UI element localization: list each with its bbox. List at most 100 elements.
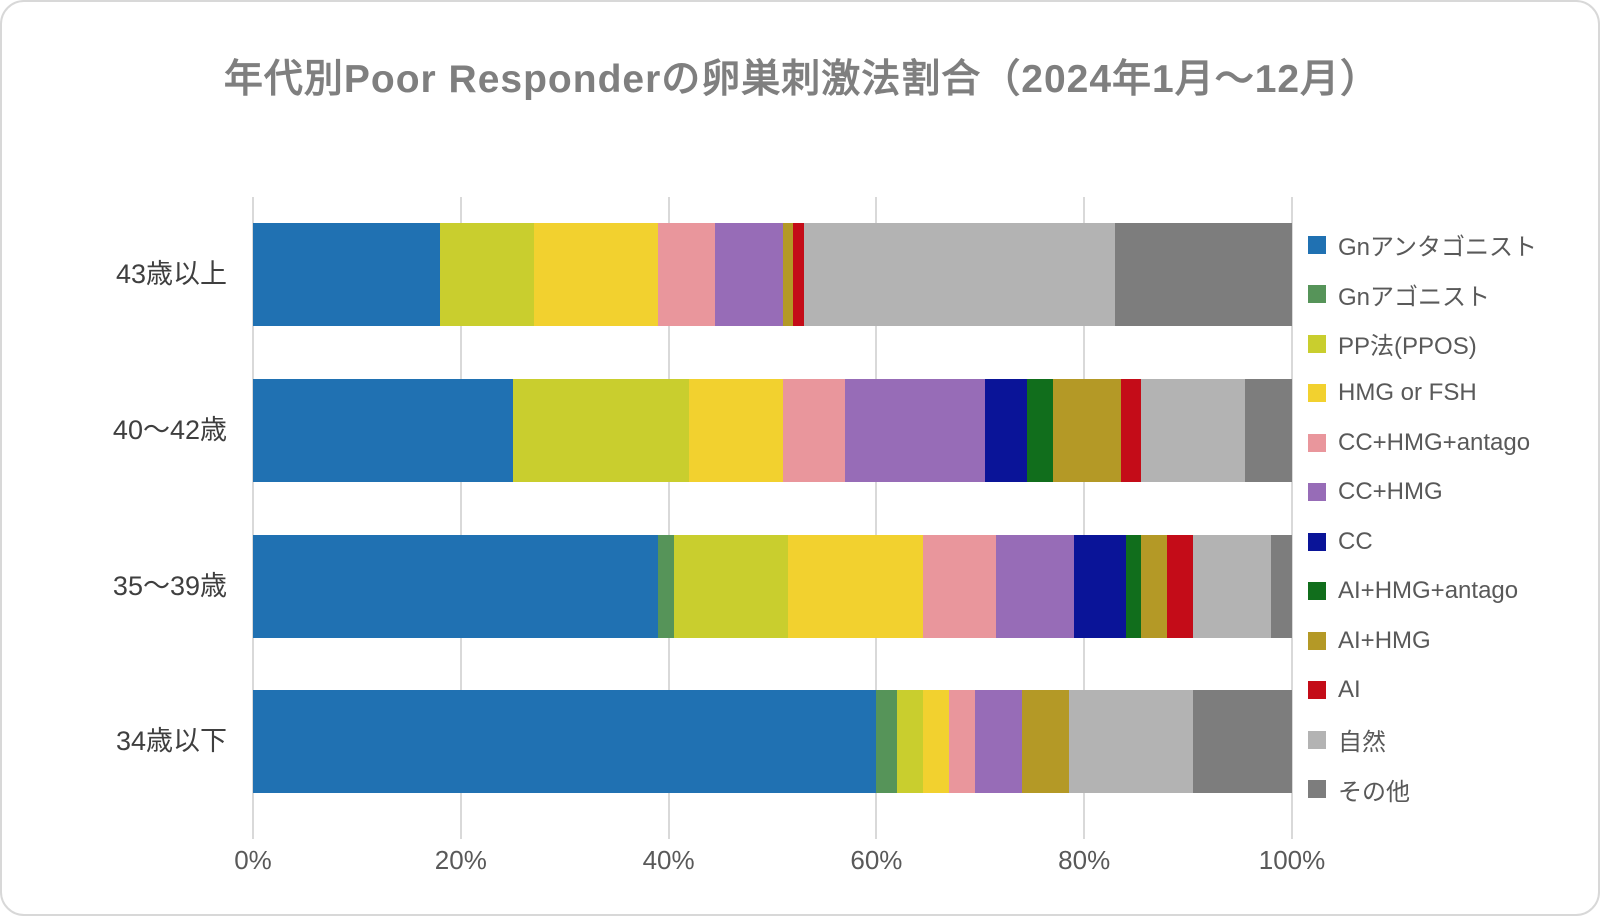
bar-segment [1271,534,1292,638]
bar-segment [253,690,877,794]
bar-segment [876,690,898,794]
y-axis-label: 43歳以上 [115,259,227,289]
bar-segment [995,534,1074,638]
bar-segment [975,690,1022,794]
legend-swatch-icon [1308,532,1326,551]
gridline [875,197,878,817]
bar-segment [658,534,674,638]
bar-segment [440,223,534,326]
bar-segment [1141,534,1168,638]
bar-segment [253,378,513,482]
legend-label: 自然 [1338,729,1386,757]
legend-item: Gnアンタゴニスト [1308,220,1537,270]
axis-tick [667,817,670,839]
bar-segment [1125,534,1142,638]
y-axis-label: 35～39歳 [112,570,227,601]
bar-segment [949,690,976,794]
bar-segment [689,378,783,482]
bar-segment [788,534,924,638]
bar-segment [533,223,659,326]
legend-item: CC+HMG+antago [1308,418,1537,468]
bar-segment [803,223,1116,326]
bar-segment [782,378,846,482]
bar-segment [253,534,659,638]
bar-row [253,223,1292,326]
legend: Gnアンタゴニスト Gnアゴニスト PP法(PPOS) HMG or FSH CC+HM… [1308,220,1537,814]
legend-label: その他 [1338,778,1410,806]
bar-segment [1027,378,1053,482]
legend-item: 自然 [1308,715,1537,765]
legend-label: AI [1338,676,1361,704]
legend-swatch-icon [1308,780,1326,799]
bar-segment [1193,534,1272,638]
legend-item: HMG or FSH [1308,369,1537,419]
x-axis-label: 20% [434,845,487,875]
plot-area: 0% 20% 40% 60% 80% 100% [234,197,1325,875]
legend-label: Gnアンタゴニスト [1338,234,1538,262]
y-axis-label: 40～42歳 [112,414,227,445]
bar-segment [715,223,783,326]
legend-swatch-icon [1308,334,1326,353]
bar-row [253,690,1292,794]
y-axis: 43歳以上 40～42歳 35～39歳 34歳以下 [37,197,227,820]
legend-swatch-icon [1308,681,1326,700]
gridline [667,197,670,817]
bar-segment [1245,378,1292,482]
legend-label: AI+HMG+antago [1338,577,1519,605]
legend-swatch-icon [1308,285,1326,304]
bar-segment [793,223,804,326]
bar-segment [923,690,950,794]
bar-segment [1073,534,1126,638]
legend-item: その他 [1308,765,1537,815]
legend-swatch-icon [1308,235,1326,254]
bar-segment [923,534,996,638]
legend-label: CC+HMG+antago [1338,428,1531,456]
axis-tick [1291,817,1293,839]
legend-item: AI+HMG+antago [1308,567,1537,617]
legend-label: CC+HMG [1338,478,1443,506]
legend-swatch-icon [1308,433,1326,452]
bar-segment [1167,534,1194,638]
bar-segment [1120,378,1142,482]
legend-item: PP法(PPOS) [1308,319,1537,369]
x-axis-label: 80% [1058,845,1111,875]
axis-tick [1083,817,1086,839]
bar-segment [1052,378,1121,482]
x-axis-label: 60% [850,845,903,875]
bar-segment [897,690,924,794]
legend-item: CC+HMG [1308,468,1537,518]
legend-label: Gnアゴニスト [1338,283,1491,311]
legend-swatch-icon [1308,384,1326,403]
legend-swatch-icon [1308,631,1326,650]
bar-segment [985,378,1027,482]
y-axis-label: 34歳以下 [115,726,227,757]
x-axis-label: 100% [1258,845,1326,875]
bar-segment [253,223,441,326]
x-axis-label: 40% [642,845,695,875]
bar-segment [658,223,716,326]
gridline [1083,197,1086,817]
bar-segment [1021,690,1069,794]
chart-title: 年代別Poor Responderの卵巣刺激法割合（2024年1月～12月） [223,58,1381,101]
axis-tick [252,817,254,839]
x-axis-label: 0% [234,845,272,875]
bar-segment [673,534,789,638]
bar-segment [1193,690,1292,794]
legend-item: Gnアゴニスト [1308,270,1537,320]
bar-segment [1068,690,1194,794]
legend-item: AI+HMG [1308,616,1537,666]
bar-row [253,534,1292,638]
bar-segment [512,378,690,482]
bar-segment [782,223,794,326]
bar-segment [1141,378,1246,482]
legend-swatch-icon [1308,483,1326,502]
legend-item: AI [1308,666,1537,716]
gridline [252,197,254,817]
axis-tick [459,817,462,839]
axis-tick [875,817,878,839]
gridline [459,197,462,817]
bar-segment [1115,223,1292,326]
legend-item: CC [1308,517,1537,567]
legend-label: HMG or FSH [1338,379,1477,407]
